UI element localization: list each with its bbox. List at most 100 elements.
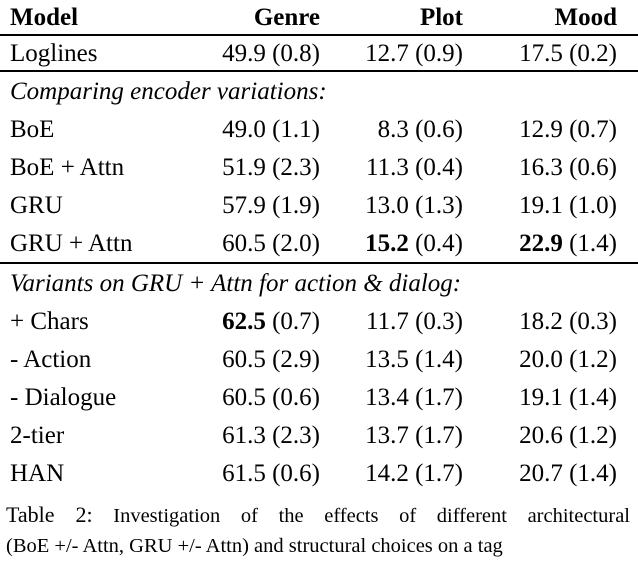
mood-value: 17.5 (519, 39, 563, 67)
table-row-minus-action: - Action 60.5 (2.9) 13.5 (1.4) 20.0 (1.2… (0, 340, 638, 378)
genre-value: 61.5 (222, 459, 266, 487)
genre-sd: (2.3) (272, 153, 320, 181)
genre-cell: 60.5 (2.9) (155, 347, 320, 372)
model-label: HAN (10, 459, 65, 487)
horizontal-rule (0, 70, 638, 72)
plot-value: 13.7 (365, 421, 409, 449)
plot-value: 11.7 (366, 307, 409, 335)
genre-sd: (1.9) (272, 191, 320, 219)
plot-value: 11.3 (366, 153, 409, 181)
table-row-gru: GRU 57.9 (1.9) 13.0 (1.3) 19.1 (1.0) (0, 186, 638, 224)
caption-line-1: Table 2: Investigation of the effects of… (6, 500, 630, 531)
plot-cell: 13.0 (1.3) (320, 193, 463, 218)
genre-sd: (0.6) (272, 459, 320, 487)
genre-cell: 61.5 (0.6) (155, 461, 320, 486)
genre-value: 62.5 (222, 307, 266, 335)
plot-sd: (1.7) (415, 383, 463, 411)
mood-sd: (1.4) (569, 383, 617, 411)
model-label: Loglines (10, 39, 98, 67)
mood-cell: 16.3 (0.6) (463, 155, 617, 180)
genre-sd: (0.8) (272, 39, 320, 67)
mood-cell: 18.2 (0.3) (463, 309, 617, 334)
mood-sd: (1.2) (569, 421, 617, 449)
mood-cell: 19.1 (1.0) (463, 193, 617, 218)
plot-cell: 11.7 (0.3) (320, 309, 463, 334)
plot-cell: 13.7 (1.7) (320, 423, 463, 448)
plot-sd: (1.7) (415, 421, 463, 449)
column-header-genre: Genre (253, 3, 320, 31)
plot-sd: (1.7) (415, 459, 463, 487)
section-header-variants: Variants on GRU + Attn for action & dial… (0, 264, 638, 302)
plot-value: 8.3 (377, 115, 409, 143)
mood-cell: 22.9 (1.4) (463, 231, 617, 256)
mood-value: 22.9 (519, 229, 563, 257)
plot-sd: (0.9) (415, 39, 463, 67)
caption-text: Investigation of the effects of differen… (113, 505, 630, 527)
table-caption: Table 2: Investigation of the effects of… (0, 500, 638, 561)
genre-cell: 57.9 (1.9) (155, 193, 320, 218)
results-table: Model Genre Plot Mood Loglines 49.9 (0.8… (0, 3, 638, 492)
caption-line-2: (BoE +/- Attn, GRU +/- Attn) and structu… (6, 535, 503, 557)
column-header-model: Model (10, 3, 79, 31)
mood-value: 19.1 (519, 383, 563, 411)
genre-value: 49.0 (222, 115, 266, 143)
plot-sd: (0.6) (415, 115, 463, 143)
plot-value: 13.0 (365, 191, 409, 219)
table-row-minus-dialogue: - Dialogue 60.5 (0.6) 13.4 (1.7) 19.1 (1… (0, 378, 638, 416)
section-header-encoders: Comparing encoder variations: (0, 72, 638, 110)
genre-cell: 49.9 (0.8) (155, 41, 320, 66)
section-label: Comparing encoder variations: (10, 77, 327, 105)
mood-cell: 20.0 (1.2) (463, 347, 617, 372)
mood-value: 16.3 (519, 153, 563, 181)
plot-sd: (0.3) (415, 307, 463, 335)
table-row-boe: BoE 49.0 (1.1) 8.3 (0.6) 12.9 (0.7) (0, 110, 638, 148)
genre-cell: 62.5 (0.7) (155, 309, 320, 334)
plot-value: 14.2 (365, 459, 409, 487)
table-row-han: HAN 61.5 (0.6) 14.2 (1.7) 20.7 (1.4) (0, 454, 638, 492)
genre-value: 60.5 (222, 229, 266, 257)
genre-cell: 60.5 (0.6) (155, 385, 320, 410)
plot-sd: (1.3) (415, 191, 463, 219)
plot-sd: (0.4) (415, 229, 463, 257)
genre-value: 51.9 (222, 153, 266, 181)
table-row-loglines: Loglines 49.9 (0.8) 12.7 (0.9) 17.5 (0.2… (0, 36, 638, 70)
mood-sd: (1.4) (569, 229, 617, 257)
mood-cell: 20.6 (1.2) (463, 423, 617, 448)
plot-sd: (0.4) (415, 153, 463, 181)
mood-sd: (1.4) (569, 459, 617, 487)
genre-sd: (2.0) (272, 229, 320, 257)
column-header-mood: Mood (554, 3, 618, 31)
mood-cell: 12.9 (0.7) (463, 117, 617, 142)
plot-value: 12.7 (365, 39, 409, 67)
plot-cell: 15.2 (0.4) (320, 231, 463, 256)
mood-value: 19.1 (519, 191, 563, 219)
model-label: BoE + Attn (10, 153, 125, 181)
genre-sd: (1.1) (272, 115, 320, 143)
plot-cell: 14.2 (1.7) (320, 461, 463, 486)
plot-value: 13.5 (365, 345, 409, 373)
plot-cell: 11.3 (0.4) (320, 155, 463, 180)
table-row-gru-attn: GRU + Attn 60.5 (2.0) 15.2 (0.4) 22.9 (1… (0, 224, 638, 262)
mood-value: 18.2 (519, 307, 563, 335)
horizontal-rule (0, 34, 638, 36)
genre-value: 49.9 (222, 39, 266, 67)
section-label: Variants on GRU + Attn for action & dial… (10, 269, 462, 297)
model-label: + Chars (10, 307, 89, 335)
genre-sd: (0.6) (272, 383, 320, 411)
mood-sd: (1.0) (569, 191, 617, 219)
genre-cell: 49.0 (1.1) (155, 117, 320, 142)
genre-cell: 60.5 (2.0) (155, 231, 320, 256)
mood-cell: 20.7 (1.4) (463, 461, 617, 486)
genre-value: 60.5 (222, 345, 266, 373)
mood-cell: 17.5 (0.2) (463, 41, 617, 66)
table-row-plus-chars: + Chars 62.5 (0.7) 11.7 (0.3) 18.2 (0.3) (0, 302, 638, 340)
plot-sd: (1.4) (415, 345, 463, 373)
model-label: - Dialogue (10, 383, 117, 411)
mood-sd: (0.2) (569, 39, 617, 67)
caption-label: Table 2: (6, 502, 93, 527)
mood-sd: (1.2) (569, 345, 617, 373)
plot-cell: 8.3 (0.6) (320, 117, 463, 142)
mood-value: 20.6 (519, 421, 563, 449)
horizontal-rule (0, 262, 638, 264)
genre-cell: 61.3 (2.3) (155, 423, 320, 448)
